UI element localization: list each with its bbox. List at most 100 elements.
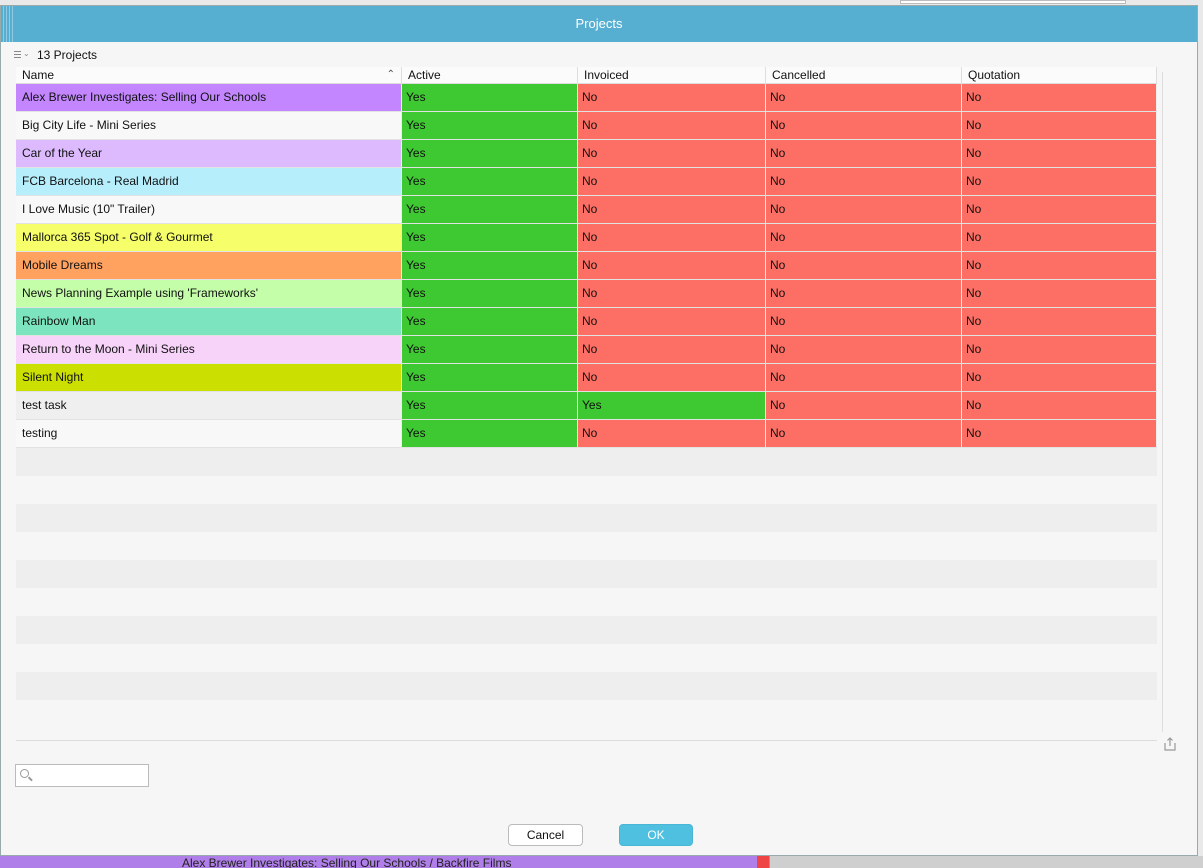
table-row[interactable]: News Planning Example using 'Frameworks'…: [16, 280, 1157, 308]
column-header-invoiced[interactable]: Invoiced: [578, 67, 766, 83]
active-cell: Yes: [402, 308, 578, 335]
project-count: 13 Projects: [37, 48, 98, 62]
background-text: Alex Brewer Investigates: Selling Our Sc…: [182, 856, 512, 868]
invoiced-cell: No: [578, 224, 766, 251]
empty-row: [16, 476, 1157, 504]
cancelled-cell: No: [766, 224, 962, 251]
project-name-cell: I Love Music (10" Trailer): [16, 196, 402, 223]
invoiced-cell: No: [578, 168, 766, 195]
cancelled-cell: No: [766, 196, 962, 223]
project-name-cell: FCB Barcelona - Real Madrid: [16, 168, 402, 195]
title-bar[interactable]: Projects: [1, 6, 1197, 42]
active-cell: Yes: [402, 364, 578, 391]
cancelled-cell: No: [766, 392, 962, 419]
quotation-cell: No: [962, 196, 1157, 223]
table-row[interactable]: Alex Brewer Investigates: Selling Our Sc…: [16, 84, 1157, 112]
active-cell: Yes: [402, 252, 578, 279]
list-options-icon[interactable]: ⌄: [14, 50, 30, 60]
cancelled-cell: No: [766, 280, 962, 307]
column-header-active[interactable]: Active: [402, 67, 578, 83]
project-name-cell: Rainbow Man: [16, 308, 402, 335]
search-icon: [20, 769, 29, 778]
vertical-scrollbar[interactable]: [1162, 72, 1163, 732]
table-row[interactable]: test task Yes Yes No No: [16, 392, 1157, 420]
project-name-cell: test task: [16, 392, 402, 419]
project-name-cell: testing: [16, 420, 402, 447]
table-row[interactable]: testing Yes No No No: [16, 420, 1157, 448]
table-row[interactable]: Big City Life - Mini Series Yes No No No: [16, 112, 1157, 140]
empty-row: [16, 700, 1157, 728]
table-row[interactable]: Mobile Dreams Yes No No No: [16, 252, 1157, 280]
active-cell: Yes: [402, 224, 578, 251]
quotation-cell: No: [962, 280, 1157, 307]
invoiced-cell: No: [578, 252, 766, 279]
table-row[interactable]: Car of the Year Yes No No No: [16, 140, 1157, 168]
list-header: ⌄ 13 Projects: [14, 48, 97, 62]
cancel-button[interactable]: Cancel: [508, 824, 583, 846]
ok-button[interactable]: OK: [619, 824, 693, 846]
project-name-cell: Mallorca 365 Spot - Golf & Gourmet: [16, 224, 402, 251]
empty-row: [16, 616, 1157, 644]
quotation-cell: No: [962, 112, 1157, 139]
empty-row: [16, 644, 1157, 672]
quotation-cell: No: [962, 336, 1157, 363]
quotation-cell: No: [962, 84, 1157, 111]
project-name-cell: Mobile Dreams: [16, 252, 402, 279]
active-cell: Yes: [402, 140, 578, 167]
project-name-cell: News Planning Example using 'Frameworks': [16, 280, 402, 307]
project-name-cell: Car of the Year: [16, 140, 402, 167]
table-row[interactable]: FCB Barcelona - Real Madrid Yes No No No: [16, 168, 1157, 196]
resize-grip[interactable]: [3, 6, 15, 42]
background-field: [900, 0, 1126, 4]
search-input[interactable]: [34, 766, 146, 785]
cancelled-cell: No: [766, 168, 962, 195]
cancelled-cell: No: [766, 420, 962, 447]
empty-row: [16, 672, 1157, 700]
empty-row: [16, 504, 1157, 532]
project-name-cell: Big City Life - Mini Series: [16, 112, 402, 139]
column-header-cancelled[interactable]: Cancelled: [766, 67, 962, 83]
cancelled-cell: No: [766, 252, 962, 279]
column-header-name[interactable]: Name ⌃: [16, 67, 402, 83]
quotation-cell: No: [962, 364, 1157, 391]
table-row[interactable]: Rainbow Man Yes No No No: [16, 308, 1157, 336]
project-name-cell: Alex Brewer Investigates: Selling Our Sc…: [16, 84, 402, 111]
cancelled-cell: No: [766, 336, 962, 363]
table-header: Name ⌃ Active Invoiced Cancelled Quotati…: [16, 67, 1157, 84]
export-icon[interactable]: [1163, 736, 1177, 752]
table-row[interactable]: I Love Music (10" Trailer) Yes No No No: [16, 196, 1157, 224]
invoiced-cell: No: [578, 112, 766, 139]
active-cell: Yes: [402, 84, 578, 111]
invoiced-cell: No: [578, 84, 766, 111]
background-window: Alex Brewer Investigates: Selling Our Sc…: [0, 856, 1203, 868]
sort-ascending-icon: ⌃: [386, 69, 395, 80]
project-name-cell: Return to the Moon - Mini Series: [16, 336, 402, 363]
cancelled-cell: No: [766, 308, 962, 335]
quotation-cell: No: [962, 420, 1157, 447]
projects-table: Name ⌃ Active Invoiced Cancelled Quotati…: [16, 67, 1157, 728]
active-cell: Yes: [402, 420, 578, 447]
invoiced-cell: No: [578, 336, 766, 363]
project-name-cell: Silent Night: [16, 364, 402, 391]
empty-row: [16, 532, 1157, 560]
quotation-cell: No: [962, 168, 1157, 195]
quotation-cell: No: [962, 140, 1157, 167]
window-title: Projects: [575, 16, 623, 31]
active-cell: Yes: [402, 196, 578, 223]
invoiced-cell: No: [578, 280, 766, 307]
table-row[interactable]: Return to the Moon - Mini Series Yes No No N…: [16, 336, 1157, 364]
empty-row: [16, 588, 1157, 616]
invoiced-cell: No: [578, 308, 766, 335]
table-divider: [16, 740, 1157, 741]
cancelled-cell: No: [766, 364, 962, 391]
quotation-cell: No: [962, 224, 1157, 251]
active-cell: Yes: [402, 392, 578, 419]
active-cell: Yes: [402, 336, 578, 363]
empty-row: [16, 448, 1157, 476]
table-row[interactable]: Silent Night Yes No No No: [16, 364, 1157, 392]
search-field[interactable]: [15, 764, 149, 787]
cancelled-cell: No: [766, 140, 962, 167]
column-header-quotation[interactable]: Quotation: [962, 67, 1157, 83]
table-row[interactable]: Mallorca 365 Spot - Golf & Gourmet Yes No N…: [16, 224, 1157, 252]
quotation-cell: No: [962, 392, 1157, 419]
